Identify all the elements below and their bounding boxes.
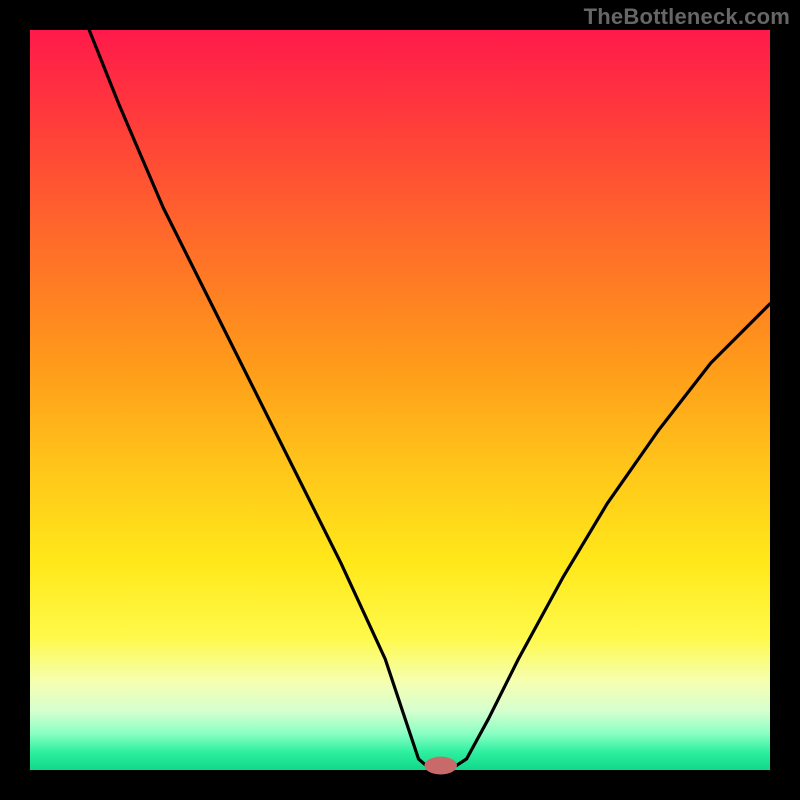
plot-background (30, 30, 770, 770)
chart-container: TheBottleneck.com (0, 0, 800, 800)
optimal-marker (424, 757, 457, 775)
watermark-text: TheBottleneck.com (584, 4, 790, 30)
bottleneck-chart (0, 0, 800, 800)
